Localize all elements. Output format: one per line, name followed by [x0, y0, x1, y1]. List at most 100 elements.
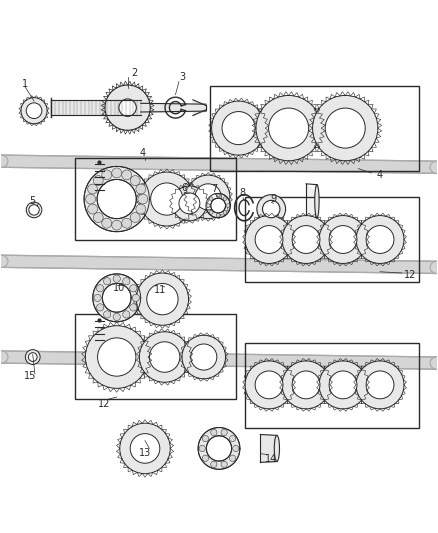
Circle shape: [216, 194, 220, 198]
Circle shape: [136, 204, 146, 214]
Circle shape: [140, 172, 194, 226]
Circle shape: [25, 350, 40, 365]
Polygon shape: [1, 255, 437, 273]
Circle shape: [112, 168, 122, 178]
Circle shape: [179, 193, 200, 214]
Circle shape: [366, 225, 394, 254]
Circle shape: [292, 371, 320, 399]
Text: 10: 10: [113, 283, 125, 293]
Circle shape: [222, 111, 255, 144]
Bar: [210, 86, 419, 171]
Circle shape: [233, 445, 239, 451]
Circle shape: [356, 215, 404, 263]
Bar: [75, 314, 237, 399]
Circle shape: [136, 184, 146, 194]
Circle shape: [209, 211, 213, 214]
Circle shape: [96, 304, 104, 311]
Circle shape: [230, 455, 236, 462]
Circle shape: [88, 204, 98, 214]
Ellipse shape: [430, 357, 438, 369]
Circle shape: [123, 311, 130, 318]
Circle shape: [147, 284, 178, 315]
Circle shape: [113, 275, 120, 282]
Circle shape: [195, 184, 221, 210]
Circle shape: [151, 183, 183, 215]
Circle shape: [26, 202, 42, 218]
Circle shape: [211, 461, 217, 467]
Bar: [245, 343, 419, 427]
Circle shape: [102, 218, 112, 228]
Circle shape: [226, 204, 230, 207]
Polygon shape: [1, 155, 437, 173]
Text: 9: 9: [270, 194, 276, 204]
Circle shape: [221, 461, 227, 467]
Text: 13: 13: [139, 448, 151, 458]
Circle shape: [28, 353, 37, 361]
Text: 15: 15: [24, 371, 36, 381]
Text: 2: 2: [131, 68, 137, 78]
Circle shape: [130, 175, 140, 185]
Circle shape: [257, 195, 286, 223]
Circle shape: [325, 108, 365, 148]
Circle shape: [130, 434, 160, 463]
Circle shape: [123, 278, 130, 285]
Circle shape: [366, 371, 394, 399]
Circle shape: [85, 326, 148, 389]
Circle shape: [105, 85, 150, 130]
Circle shape: [138, 194, 148, 204]
Text: 8: 8: [240, 188, 246, 198]
Circle shape: [245, 215, 293, 263]
Circle shape: [29, 205, 39, 215]
Circle shape: [120, 423, 170, 474]
Circle shape: [98, 338, 136, 376]
Circle shape: [207, 204, 210, 207]
Circle shape: [212, 101, 265, 155]
Circle shape: [21, 98, 47, 124]
Circle shape: [198, 427, 240, 470]
Circle shape: [206, 436, 232, 461]
Circle shape: [223, 197, 227, 200]
Ellipse shape: [315, 184, 319, 218]
Circle shape: [202, 435, 208, 442]
Polygon shape: [1, 351, 437, 369]
Text: 11: 11: [154, 286, 166, 295]
Text: 7: 7: [212, 184, 218, 194]
Circle shape: [130, 304, 137, 311]
Circle shape: [329, 371, 357, 399]
Circle shape: [102, 284, 131, 312]
Circle shape: [172, 186, 207, 221]
Text: 4: 4: [377, 170, 383, 180]
Circle shape: [186, 175, 230, 219]
Text: 4: 4: [140, 148, 146, 158]
Circle shape: [112, 220, 122, 230]
Bar: [245, 197, 419, 282]
Text: 12: 12: [98, 399, 110, 409]
Circle shape: [84, 166, 149, 232]
Circle shape: [268, 108, 309, 148]
Circle shape: [209, 197, 213, 200]
Circle shape: [255, 225, 283, 254]
Circle shape: [88, 184, 98, 194]
Circle shape: [96, 285, 104, 292]
Circle shape: [113, 313, 120, 321]
Circle shape: [86, 194, 95, 204]
Circle shape: [206, 193, 230, 218]
Circle shape: [102, 170, 112, 180]
Circle shape: [103, 311, 111, 318]
Circle shape: [313, 95, 378, 161]
Bar: [75, 158, 237, 240]
Ellipse shape: [430, 161, 438, 173]
Ellipse shape: [0, 255, 8, 268]
Ellipse shape: [0, 351, 8, 363]
Circle shape: [319, 215, 367, 263]
Circle shape: [211, 430, 217, 435]
Circle shape: [211, 198, 226, 213]
Text: 1: 1: [22, 79, 28, 88]
Circle shape: [199, 445, 205, 451]
Circle shape: [119, 99, 136, 116]
Circle shape: [26, 103, 42, 118]
Circle shape: [130, 285, 137, 292]
Text: 3: 3: [179, 72, 185, 82]
Circle shape: [282, 215, 330, 263]
Ellipse shape: [274, 435, 279, 462]
